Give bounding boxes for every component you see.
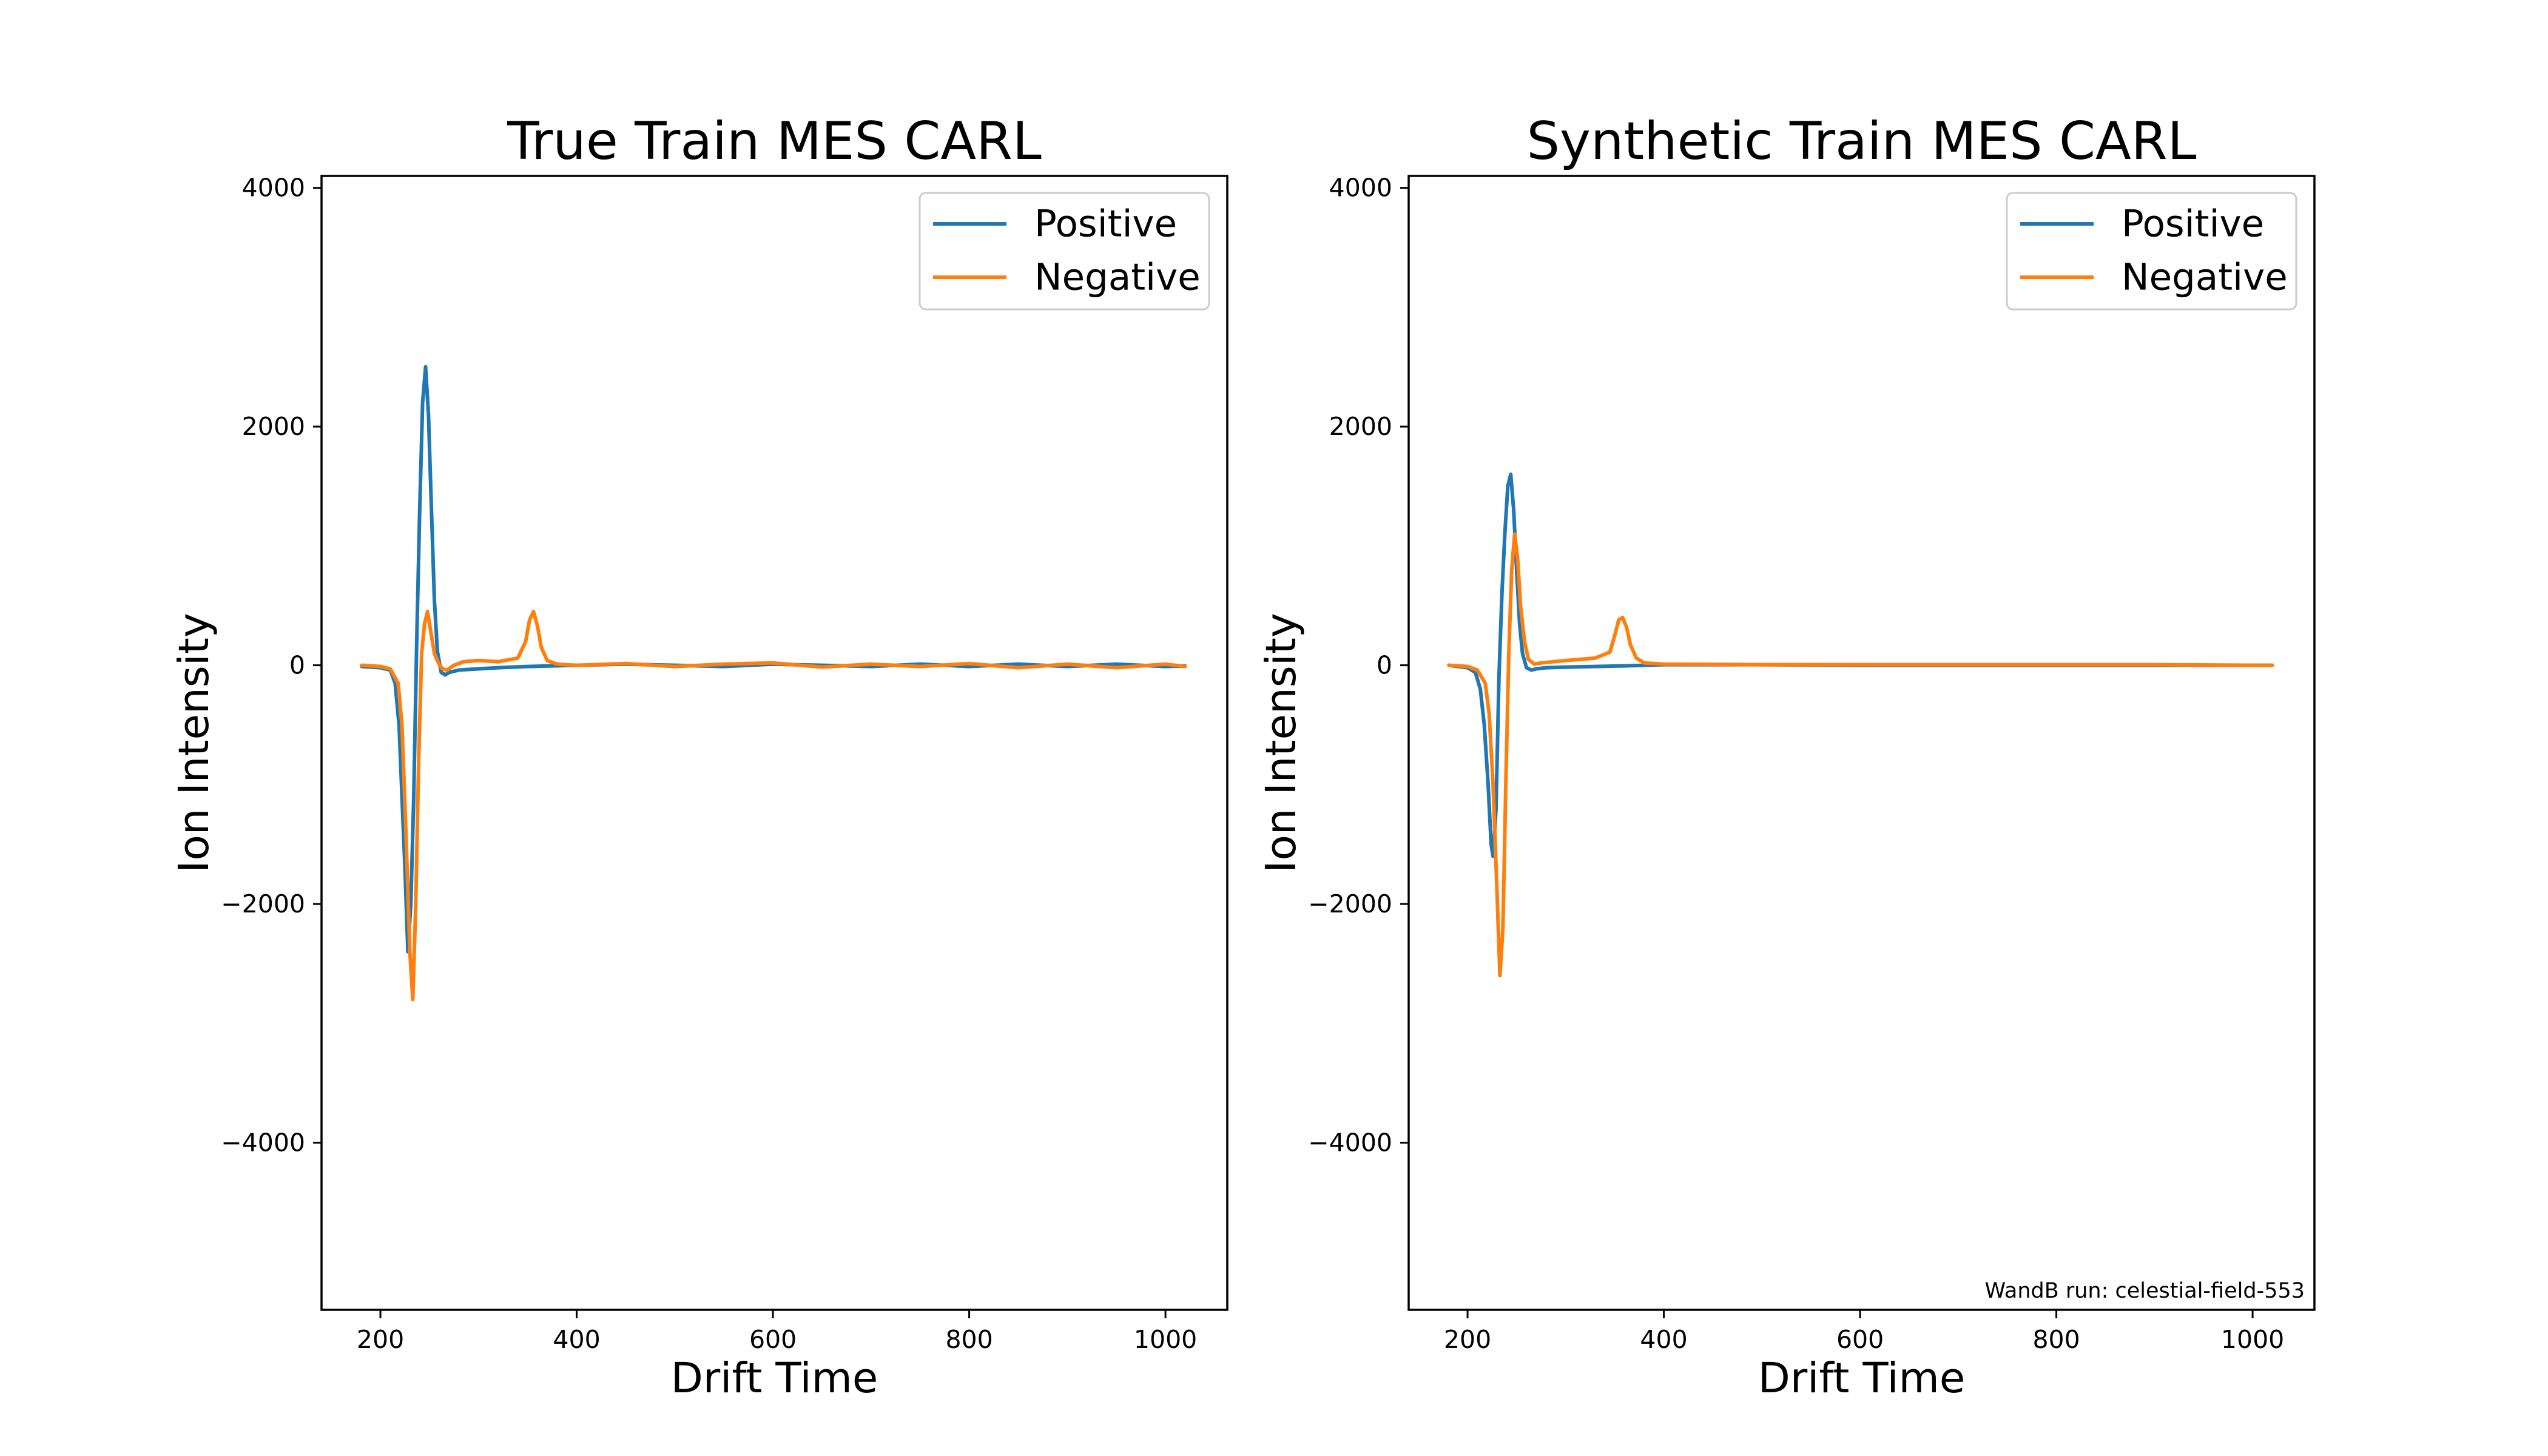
chart-title: True Train MES CARL <box>507 111 1042 172</box>
y-tick-label: −4000 <box>221 1128 305 1158</box>
chart-title: Synthetic Train MES CARL <box>1526 111 2196 172</box>
legend-label-negative: Negative <box>1034 256 1201 299</box>
legend: Positive Negative <box>2006 192 2297 311</box>
x-tick-label: 200 <box>1444 1325 1491 1354</box>
x-tick-label: 600 <box>749 1325 797 1354</box>
y-axis-label: Ion Intensity <box>170 613 218 873</box>
legend-label-positive: Positive <box>1034 203 1177 246</box>
plot-lines <box>1447 472 2274 978</box>
y-tick-label: 0 <box>1377 651 1392 680</box>
y-tick-label: −2000 <box>1308 889 1392 918</box>
y-tick-label: −4000 <box>1308 1128 1392 1158</box>
y-ticks: 4000 2000 0 −2000 −4000 <box>221 174 322 1158</box>
x-ticks: 200 400 600 800 1000 <box>357 1310 1197 1354</box>
x-axis-label: Drift Time <box>1758 1354 1966 1403</box>
panel-right: Synthetic Train MES CARL Drift Time Ion … <box>1257 111 2316 1403</box>
y-ticks: 4000 2000 0 −2000 −4000 <box>1308 174 1409 1158</box>
x-tick-label: 200 <box>357 1325 404 1354</box>
y-tick-label: 0 <box>289 651 305 680</box>
legend: Positive Negative <box>918 192 1210 311</box>
series-line-negative <box>360 610 1187 1002</box>
legend-label-negative: Negative <box>2122 256 2288 299</box>
x-tick-label: 1000 <box>1134 1325 1197 1354</box>
x-tick-label: 600 <box>1836 1325 1884 1354</box>
plot-frame <box>320 175 1228 1311</box>
y-tick-label: 2000 <box>1329 412 1392 441</box>
panel-left: True Train MES CARL Drift Time Ion Inten… <box>170 111 1228 1403</box>
y-axis-label: Ion Intensity <box>1257 613 1306 873</box>
legend-label-positive: Positive <box>2122 203 2264 246</box>
x-tick-label: 400 <box>553 1325 600 1354</box>
wandb-run-annotation: WandB run: celestial-field-553 <box>1985 1279 2305 1303</box>
y-tick-label: 4000 <box>1329 174 1392 203</box>
y-tick-label: 2000 <box>242 412 305 441</box>
x-tick-label: 1000 <box>2221 1325 2284 1354</box>
y-tick-label: −2000 <box>221 889 305 918</box>
plot-frame <box>1407 175 2316 1311</box>
plot-lines <box>360 365 1187 1002</box>
x-ticks: 200 400 600 800 1000 <box>1444 1310 2284 1354</box>
series-line-negative <box>1447 532 2274 978</box>
x-axis-label: Drift Time <box>671 1354 878 1403</box>
x-tick-label: 400 <box>1640 1325 1687 1354</box>
x-tick-label: 800 <box>945 1325 993 1354</box>
x-tick-label: 800 <box>2032 1325 2080 1354</box>
y-tick-label: 4000 <box>242 174 305 203</box>
